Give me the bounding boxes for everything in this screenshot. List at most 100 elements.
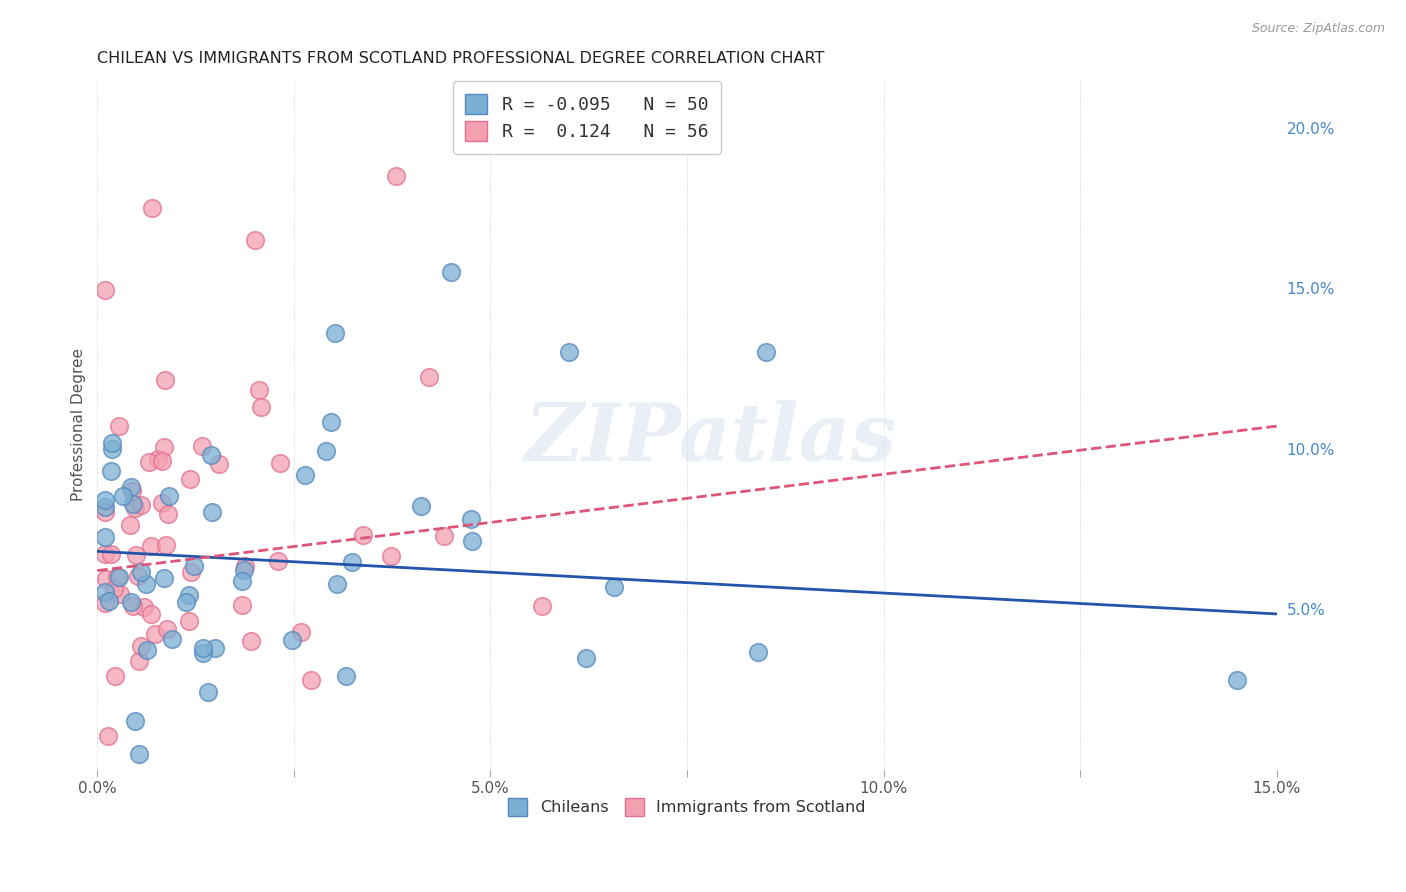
- Point: [323, 326, 346, 340]
- Text: Source: ZipAtlas.com: Source: ZipAtlas.com: [1251, 22, 1385, 36]
- Point: [460, 511, 482, 525]
- Point: [183, 558, 205, 573]
- Point: [177, 588, 200, 602]
- Point: [94, 584, 117, 599]
- Legend: Chileans, Immigrants from Scotland: Chileans, Immigrants from Scotland: [501, 790, 875, 824]
- Point: [342, 555, 364, 569]
- Point: [174, 594, 197, 608]
- Point: [418, 369, 440, 384]
- Point: [94, 500, 117, 515]
- Point: [141, 201, 163, 215]
- Point: [460, 533, 482, 548]
- Point: [132, 600, 155, 615]
- Point: [191, 439, 214, 453]
- Point: [146, 451, 169, 466]
- Point: [280, 632, 302, 647]
- Point: [299, 673, 322, 687]
- Point: [335, 669, 357, 683]
- Point: [150, 454, 173, 468]
- Point: [180, 566, 202, 580]
- Point: [191, 646, 214, 660]
- Point: [128, 747, 150, 761]
- Point: [433, 529, 456, 543]
- Point: [157, 508, 180, 522]
- Point: [153, 373, 176, 387]
- Point: [94, 596, 117, 610]
- Point: [153, 440, 176, 454]
- Text: CHILEAN VS IMMIGRANTS FROM SCOTLAND PROFESSIONAL DEGREE CORRELATION CHART: CHILEAN VS IMMIGRANTS FROM SCOTLAND PROF…: [97, 51, 825, 66]
- Point: [747, 645, 769, 659]
- Point: [231, 574, 253, 589]
- Y-axis label: Professional Degree: Professional Degree: [72, 348, 86, 501]
- Point: [155, 538, 177, 552]
- Point: [120, 480, 142, 494]
- Point: [319, 415, 342, 429]
- Point: [411, 500, 433, 514]
- Point: [135, 577, 157, 591]
- Point: [290, 624, 312, 639]
- Point: [120, 595, 142, 609]
- Point: [104, 669, 127, 683]
- Point: [122, 599, 145, 614]
- Point: [94, 547, 117, 561]
- Point: [531, 599, 554, 614]
- Point: [139, 539, 162, 553]
- Point: [326, 577, 349, 591]
- Point: [112, 489, 135, 503]
- Point: [380, 549, 402, 563]
- Point: [153, 570, 176, 584]
- Point: [94, 505, 117, 519]
- Point: [105, 570, 128, 584]
- Point: [1226, 673, 1249, 687]
- Point: [150, 496, 173, 510]
- Point: [294, 468, 316, 483]
- Point: [129, 498, 152, 512]
- Point: [204, 640, 226, 655]
- Point: [269, 456, 291, 470]
- Point: [755, 345, 778, 359]
- Point: [100, 464, 122, 478]
- Point: [157, 489, 180, 503]
- Text: ZIPatlas: ZIPatlas: [524, 400, 897, 477]
- Point: [575, 650, 598, 665]
- Point: [179, 472, 201, 486]
- Point: [129, 565, 152, 579]
- Point: [97, 594, 120, 608]
- Point: [136, 642, 159, 657]
- Point: [243, 233, 266, 247]
- Point: [127, 569, 149, 583]
- Point: [94, 283, 117, 297]
- Point: [100, 442, 122, 456]
- Point: [124, 500, 146, 515]
- Point: [162, 632, 184, 646]
- Point: [352, 528, 374, 542]
- Point: [440, 265, 463, 279]
- Point: [249, 383, 271, 397]
- Point: [558, 345, 581, 359]
- Point: [197, 685, 219, 699]
- Point: [108, 587, 131, 601]
- Point: [100, 435, 122, 450]
- Point: [94, 530, 117, 544]
- Point: [141, 607, 163, 621]
- Point: [156, 622, 179, 636]
- Point: [131, 639, 153, 653]
- Point: [232, 563, 254, 577]
- Point: [240, 634, 263, 648]
- Point: [97, 729, 120, 743]
- Point: [231, 599, 253, 613]
- Point: [128, 654, 150, 668]
- Point: [201, 505, 224, 519]
- Point: [315, 444, 337, 458]
- Point: [94, 572, 117, 586]
- Point: [124, 714, 146, 728]
- Point: [250, 401, 273, 415]
- Point: [121, 484, 143, 499]
- Point: [200, 448, 222, 462]
- Point: [179, 614, 201, 628]
- Point: [121, 497, 143, 511]
- Point: [602, 580, 624, 594]
- Point: [208, 457, 231, 471]
- Point: [266, 554, 288, 568]
- Point: [235, 558, 257, 573]
